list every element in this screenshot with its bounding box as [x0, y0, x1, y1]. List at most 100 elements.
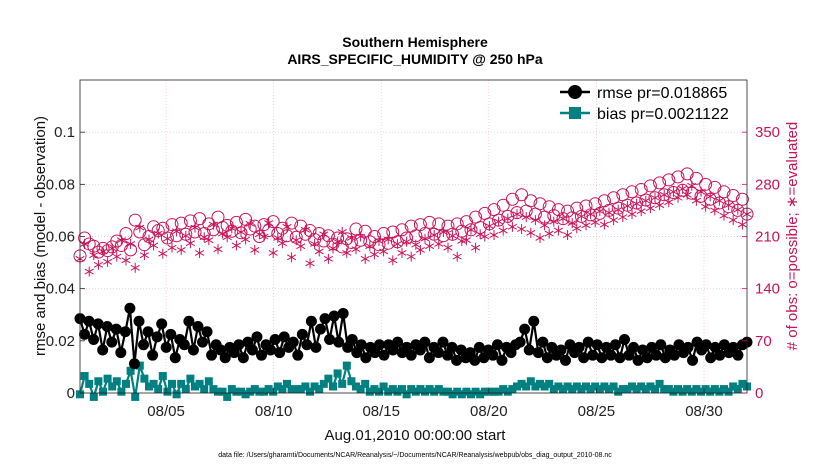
evaluated-obs-point	[112, 251, 122, 262]
evaluated-obs-point	[494, 216, 504, 227]
bias-point	[595, 385, 604, 394]
evaluated-obs-point	[627, 209, 637, 220]
rmse-point	[337, 307, 349, 319]
evaluated-obs-point	[172, 226, 182, 237]
rmse-point	[197, 336, 209, 348]
evaluated-obs-point	[498, 225, 508, 236]
bias-point	[651, 385, 659, 394]
bias-point	[85, 379, 94, 388]
rmse-point	[392, 336, 404, 348]
bias-point	[361, 379, 370, 388]
evaluated-obs-point	[682, 189, 692, 200]
bias-point	[526, 377, 535, 386]
rmse-point	[206, 349, 218, 361]
y-tick-label: 0	[67, 385, 75, 402]
bias-point	[637, 382, 646, 391]
evaluated-obs-point	[526, 227, 536, 238]
bias-point	[531, 382, 540, 391]
possible-obs-point	[524, 194, 538, 208]
rmse-point	[192, 320, 204, 332]
bias-point	[600, 382, 609, 391]
possible-obs-point	[551, 203, 565, 217]
evaluated-obs-point	[135, 222, 145, 233]
rmse-point	[119, 326, 131, 338]
possible-obs-point	[183, 214, 197, 228]
rmse-point	[319, 313, 331, 325]
bias-point	[632, 385, 641, 394]
possible-obs-point	[671, 170, 685, 184]
bias-point	[384, 387, 393, 396]
possible-obs-point	[625, 185, 639, 199]
rmse-point	[169, 352, 181, 364]
bias-point	[370, 385, 379, 394]
bias-point	[660, 385, 669, 394]
evaluated-obs-point	[659, 189, 669, 200]
bias-point	[425, 385, 434, 394]
evaluated-obs-point	[503, 213, 513, 224]
bias-point	[250, 385, 259, 394]
evaluated-obs-point	[438, 227, 448, 238]
rmse-point	[305, 315, 317, 327]
y-axis-label: rmse and bias (model - observation)	[32, 116, 49, 356]
evaluated-obs-point	[434, 238, 444, 249]
possible-obs-point	[689, 171, 703, 185]
evaluated-obs-point	[144, 234, 154, 245]
bias-point	[103, 374, 112, 383]
rmse-point	[378, 349, 390, 361]
rmse-point	[97, 344, 109, 356]
evaluated-obs-point	[323, 253, 333, 264]
evaluated-obs-point	[287, 252, 297, 263]
evaluated-obs-point	[719, 210, 729, 221]
evaluated-obs-point	[696, 186, 706, 197]
bias-point	[214, 387, 222, 396]
rmse-point	[437, 336, 449, 348]
x-tick-label: 08/05	[147, 403, 185, 420]
evaluated-obs-point	[379, 246, 389, 257]
possible-obs-point	[561, 204, 575, 218]
bias-point	[609, 382, 618, 391]
bias-point	[255, 387, 264, 396]
rmse-point	[491, 339, 503, 351]
rmse-point	[628, 341, 640, 353]
bias-point	[733, 385, 742, 394]
bias-point	[646, 382, 655, 391]
y-right-tick-label: 0	[755, 385, 763, 402]
evaluated-obs-point	[374, 235, 384, 246]
bias-point	[135, 361, 144, 370]
bias-point	[710, 385, 719, 394]
bias-point	[503, 387, 512, 396]
bias-point	[163, 387, 172, 396]
obs-series	[73, 167, 754, 277]
bias-point	[278, 385, 287, 394]
bias-point	[687, 387, 696, 396]
rmse-point	[274, 347, 286, 359]
evaluated-obs-point	[535, 232, 545, 243]
bias-point	[485, 387, 494, 396]
possible-obs-point	[160, 231, 174, 245]
bias-point	[715, 387, 724, 396]
rmse-point	[618, 334, 630, 346]
evaluated-obs-point	[213, 244, 223, 255]
bias-point	[218, 387, 227, 396]
evaluated-obs-point	[521, 212, 531, 223]
bias-point	[729, 382, 738, 391]
rmse-point	[537, 336, 549, 348]
bias-point	[80, 372, 89, 381]
bias-point	[683, 385, 692, 394]
rmse-point	[133, 315, 145, 327]
bias-point	[416, 385, 425, 394]
bias-point	[467, 390, 475, 399]
rmse-point	[555, 344, 567, 356]
evaluated-obs-point	[241, 234, 251, 245]
rmse-point	[79, 328, 91, 340]
bias-point	[641, 385, 650, 394]
bias-point	[453, 387, 462, 396]
rmse-point	[469, 354, 481, 366]
rmse-point	[83, 315, 95, 327]
evaluated-obs-point	[724, 200, 734, 211]
x-tick-label: 08/30	[685, 403, 723, 420]
evaluated-obs-point	[599, 219, 609, 230]
y-tick-label: 0.08	[46, 176, 75, 193]
evaluated-obs-point	[388, 255, 398, 266]
